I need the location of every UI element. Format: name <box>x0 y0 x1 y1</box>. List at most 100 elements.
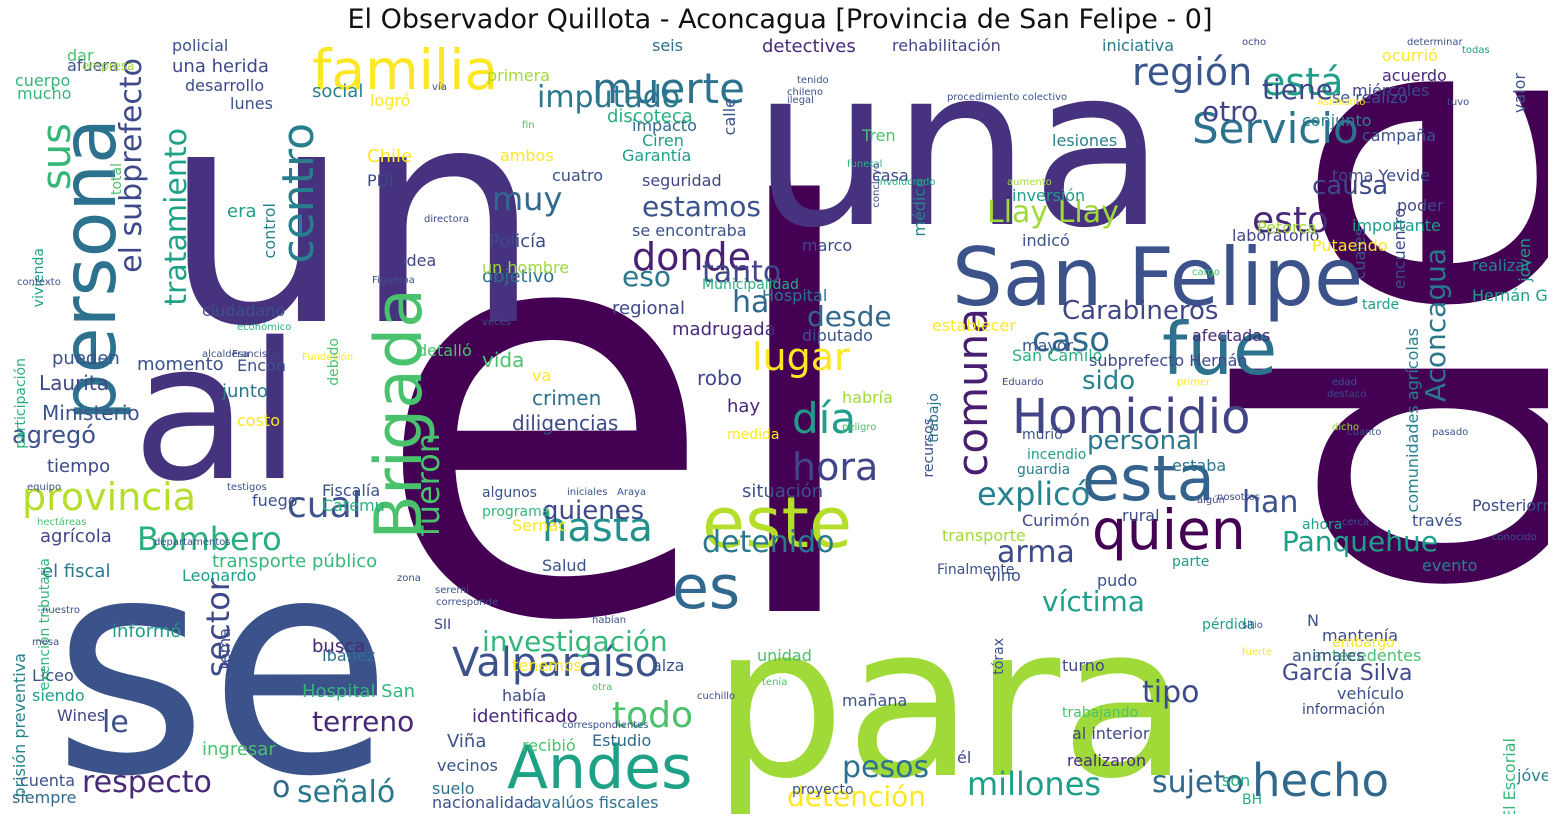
word-terreno: terreno <box>312 705 415 738</box>
word-para: para <box>712 580 1190 814</box>
word-algun: algún <box>1197 495 1225 506</box>
word-respecto: respecto <box>82 765 212 800</box>
word-curimon: Curimón <box>1022 511 1090 530</box>
word-detectives: detectives <box>762 38 856 57</box>
word-antecedentes: antecedentes <box>1312 646 1422 665</box>
word-iniciales: iniciales <box>567 487 608 498</box>
word-tren: Tren <box>862 126 896 145</box>
word-contexto: contexto <box>17 277 61 288</box>
word-avaluos-fiscales: avalúos fiscales <box>532 793 659 812</box>
word-manana: mañana <box>842 691 908 710</box>
word-hospital: Hospital <box>762 286 828 305</box>
word-es: es <box>672 553 741 623</box>
word-equipo: equipo <box>27 482 62 493</box>
word-cloud: el de se un una para al San Felipe persona famili… <box>12 38 1548 814</box>
word-rural: rural <box>1122 506 1160 525</box>
word-desde: desde <box>807 300 892 333</box>
word-toma-yevide: toma Yevide <box>1332 166 1430 185</box>
word-hasta: hasta <box>542 505 653 551</box>
word-idea: idea <box>402 251 437 270</box>
word-realizaron: realizaron <box>1067 751 1147 770</box>
word-campana: campaña <box>1362 126 1437 145</box>
word-torax: tórax <box>991 638 1007 675</box>
word-imputado: imputado <box>537 80 681 115</box>
word-lesiones: lesiones <box>1052 131 1118 150</box>
word-investigacion: investigación <box>482 625 668 658</box>
word-detenido: detenido <box>702 525 835 560</box>
word-primera: primera <box>487 66 550 85</box>
word-dar: dar <box>67 46 94 65</box>
word-lunes: lunes <box>230 94 273 113</box>
word-petorca: Petorca <box>1257 218 1317 237</box>
word-una: una <box>752 38 1166 276</box>
word-prision-preventiva: prisión preventiva <box>12 653 29 798</box>
word-ingresar: ingresar <box>202 739 276 760</box>
word-parte: parte <box>1172 554 1210 570</box>
word-bombero: Bombero <box>137 520 282 558</box>
word-suelo: suelo <box>432 779 475 798</box>
word-carabineros: Carabineros <box>1062 296 1219 326</box>
word-homicidio: Homicidio <box>1012 389 1251 445</box>
word-seis: seis <box>652 38 683 55</box>
word-exencion-tributaria: exención tributaria <box>37 558 53 691</box>
word-mantenia: mantenía <box>1322 626 1399 645</box>
word-guardia: guardia <box>1017 462 1071 478</box>
word-iniciativa: iniciativa <box>1102 38 1175 55</box>
word-region: región <box>1132 50 1253 94</box>
word-correspondientes: correspondientes <box>562 720 649 731</box>
word-familia: familia <box>312 38 499 102</box>
word-cuatro: cuatro <box>552 166 604 185</box>
word-andes: Andes <box>507 733 693 803</box>
word-valor: valor <box>1510 73 1529 114</box>
word-corresponde: corresponde <box>436 597 499 608</box>
word-catemu: Catemu <box>322 496 385 515</box>
word-cuanto: cuanto <box>1347 427 1382 438</box>
word-ocurrio: ocurrió <box>1382 46 1438 65</box>
word-san-felipe: San Felipe <box>952 231 1364 324</box>
word-tema: tema <box>215 628 234 670</box>
word-pdi: PDI <box>367 171 394 190</box>
word-al-interior: al interior <box>1072 724 1150 743</box>
word-ciren: Ciren <box>642 131 684 150</box>
word-municipalidad: Municipalidad <box>702 277 799 293</box>
word-sido: sido <box>1082 366 1136 396</box>
word-asimismo: Asimismo <box>1317 97 1366 108</box>
word-fiscalia: Fiscalía <box>322 481 381 500</box>
word-donde: donde <box>632 235 751 279</box>
word-eduardo: Eduardo <box>1002 377 1044 388</box>
word-estudio: Estudio <box>592 731 652 750</box>
word-establecer: establecer <box>932 316 1016 335</box>
word-un-hombre: un hombre <box>482 258 570 277</box>
word-fueron: fueron <box>409 433 447 537</box>
word-determinar: determinar <box>1407 38 1463 48</box>
word-son: son <box>1222 771 1251 790</box>
word-detallo: detalló <box>417 341 472 360</box>
word-nuestro: nuestro <box>42 605 80 616</box>
word-explico: explicó <box>977 475 1091 513</box>
word-tiene: tiene <box>1262 73 1333 106</box>
word-testigos: testigos <box>227 482 267 493</box>
word-va: va <box>532 366 552 385</box>
word-agrego: agregó <box>12 421 96 449</box>
word-araya: Araya <box>617 487 647 498</box>
word-informacion: información <box>1302 702 1386 718</box>
word-garantia: Garantía <box>622 146 692 165</box>
word-el-escorial: El Escorial <box>1500 738 1519 814</box>
word-vida: vida <box>482 348 525 372</box>
word-acuerdo: acuerdo <box>1382 66 1447 85</box>
word-costo: costo <box>237 411 280 430</box>
word-cerca: cerca <box>1342 517 1370 528</box>
word-vino: vino <box>987 566 1021 585</box>
word-fuego: fuego <box>252 491 298 510</box>
word-centro: centro <box>273 123 324 264</box>
word-victima: víctima <box>1042 585 1145 618</box>
word-muerte: muerte <box>592 64 745 113</box>
word-trabajando: trabajando <box>1062 705 1139 721</box>
word-ahora: ahora <box>1302 517 1343 533</box>
word-objetivo: objetivo <box>482 266 555 287</box>
word-se-realizo: se realizó <box>1332 88 1409 107</box>
word-tuvo: tuvo <box>1447 97 1470 108</box>
word-importante: importante <box>1352 216 1441 235</box>
word-millones: millones <box>967 765 1102 803</box>
word-causa: causa <box>1312 171 1389 201</box>
